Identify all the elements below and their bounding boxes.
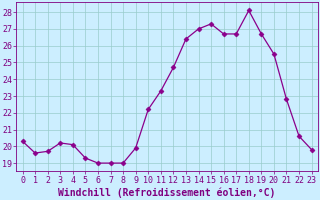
X-axis label: Windchill (Refroidissement éolien,°C): Windchill (Refroidissement éolien,°C) xyxy=(58,187,276,198)
